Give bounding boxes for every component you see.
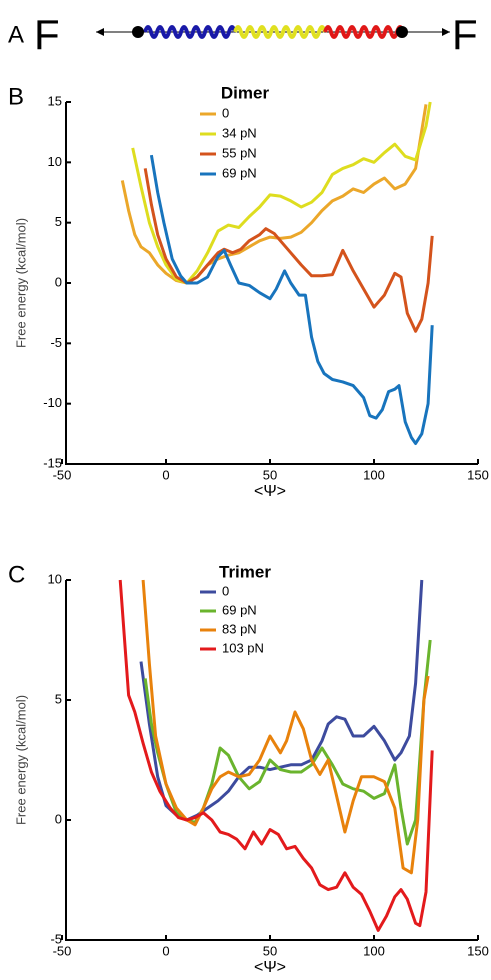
- legend-label: 69 pN: [222, 165, 257, 180]
- legend-title: Dimer: [221, 83, 270, 102]
- y-tick-label: 0: [55, 811, 62, 826]
- y-axis-label: Free energy (kcal/mol): [13, 218, 28, 348]
- helix-blue: [143, 25, 237, 39]
- x-tick-label: 150: [467, 467, 489, 482]
- y-tick-label: -5: [50, 335, 62, 350]
- x-tick-label: 100: [363, 943, 385, 958]
- y-tick-label: 15: [48, 93, 62, 108]
- legend-label: 0: [222, 105, 229, 120]
- x-tick-label: 0: [162, 467, 169, 482]
- helix-red: [323, 25, 405, 39]
- x-tick-label: 50: [263, 943, 277, 958]
- x-tick-label: -50: [53, 943, 72, 958]
- series-line: [131, 101, 432, 285]
- legend-label: 34 pN: [222, 125, 257, 140]
- force-label: F: [452, 11, 478, 58]
- legend-label: 83 pN: [222, 621, 257, 636]
- x-tick-label: 150: [467, 943, 489, 958]
- anchor: [396, 26, 408, 38]
- series-line: [120, 104, 428, 285]
- y-tick-label: 0: [55, 274, 62, 289]
- y-tick-label: -5: [50, 931, 62, 946]
- x-axis-label: <Ψ>: [254, 483, 286, 500]
- force-label: F: [34, 11, 60, 58]
- x-tick-label: 50: [263, 467, 277, 482]
- y-tick-label: -15: [43, 455, 62, 470]
- series-line: [141, 579, 430, 875]
- panel-label: B: [8, 83, 24, 110]
- panel-label: A: [8, 21, 24, 48]
- series-line: [143, 168, 434, 333]
- series-line: [139, 579, 424, 822]
- panel-a: A F F: [8, 11, 478, 58]
- x-axis-label: <Ψ>: [254, 959, 286, 976]
- series-line: [149, 154, 434, 445]
- panel-label: C: [8, 561, 25, 588]
- legend-label: 0: [222, 583, 229, 598]
- series-line: [118, 579, 434, 932]
- y-tick-label: 10: [48, 571, 62, 586]
- legend-title: Trimer: [219, 562, 271, 581]
- y-tick-label: -10: [43, 395, 62, 410]
- x-tick-label: 0: [162, 943, 169, 958]
- anchor: [132, 26, 144, 38]
- x-tick-label: -50: [53, 467, 72, 482]
- x-tick-label: 100: [363, 467, 385, 482]
- y-tick-label: 5: [55, 691, 62, 706]
- y-axis-label: Free energy (kcal/mol): [13, 695, 28, 825]
- legend-label: 55 pN: [222, 145, 257, 160]
- series-line: [143, 639, 432, 846]
- y-tick-label: 10: [48, 154, 62, 169]
- y-tick-label: 5: [55, 214, 62, 229]
- legend-label: 69 pN: [222, 602, 257, 617]
- legend-label: 103 pN: [222, 640, 264, 655]
- helix-yellow: [233, 25, 327, 39]
